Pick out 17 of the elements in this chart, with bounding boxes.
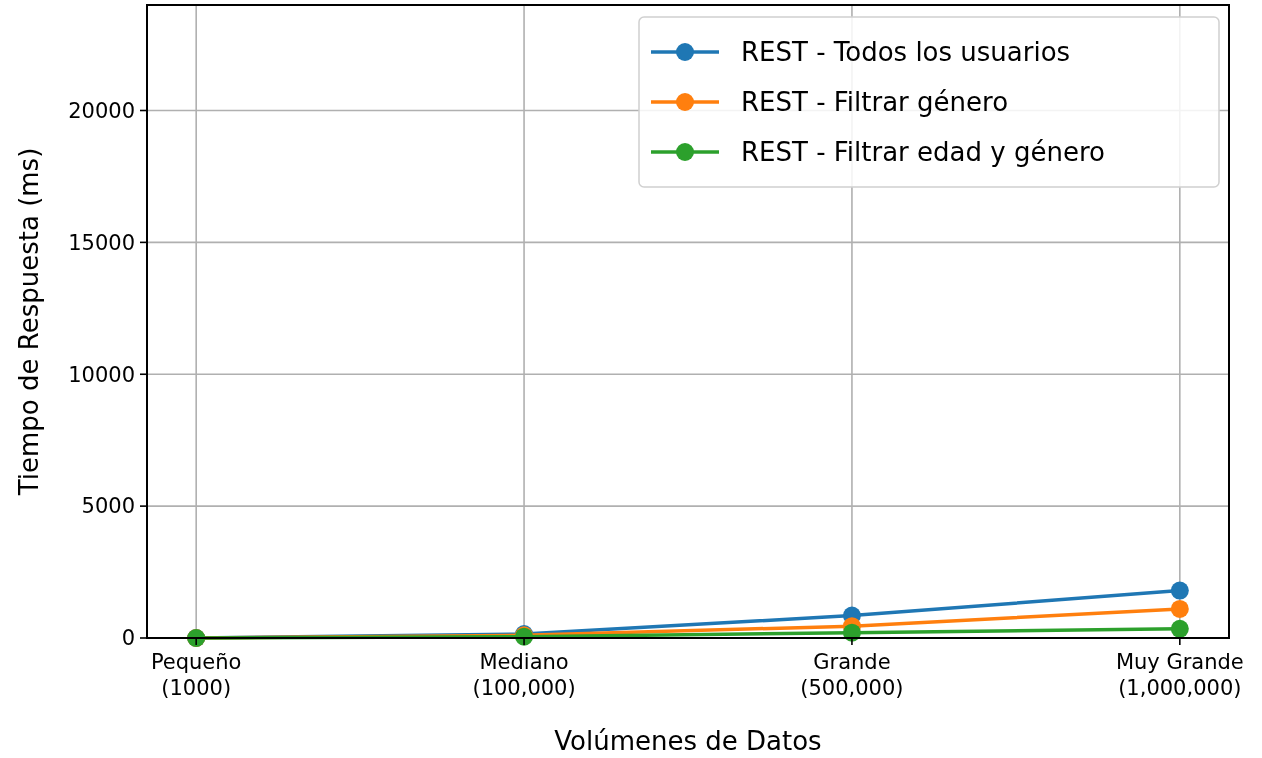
x-tick-label: Pequeño (1000) — [150, 650, 242, 700]
y-tick-label: 20000 — [68, 98, 135, 123]
y-tick-label: 10000 — [68, 362, 135, 387]
point — [1170, 581, 1189, 600]
point — [1170, 619, 1189, 638]
y-axis-title: Tiempo de Respuesta (ms) — [14, 147, 44, 497]
y-tick-label: 0 — [121, 626, 135, 651]
x-axis-title: Volúmenes de Datos — [554, 726, 822, 756]
y-tick-label: 5000 — [81, 494, 135, 519]
y-tick-label: 15000 — [68, 230, 135, 255]
legend-label: REST - Filtrar género — [741, 87, 1009, 118]
x-tick-label: Mediano (100,000) — [472, 650, 576, 700]
point — [1170, 599, 1189, 618]
legend-label: REST - Filtrar edad y género — [741, 137, 1105, 168]
legend-label: REST - Todos los usuarios — [741, 37, 1071, 68]
x-tick-label: Grande (500,000) — [800, 650, 904, 700]
x-tick-label: Muy Grande (1,000,000) — [1115, 650, 1244, 700]
